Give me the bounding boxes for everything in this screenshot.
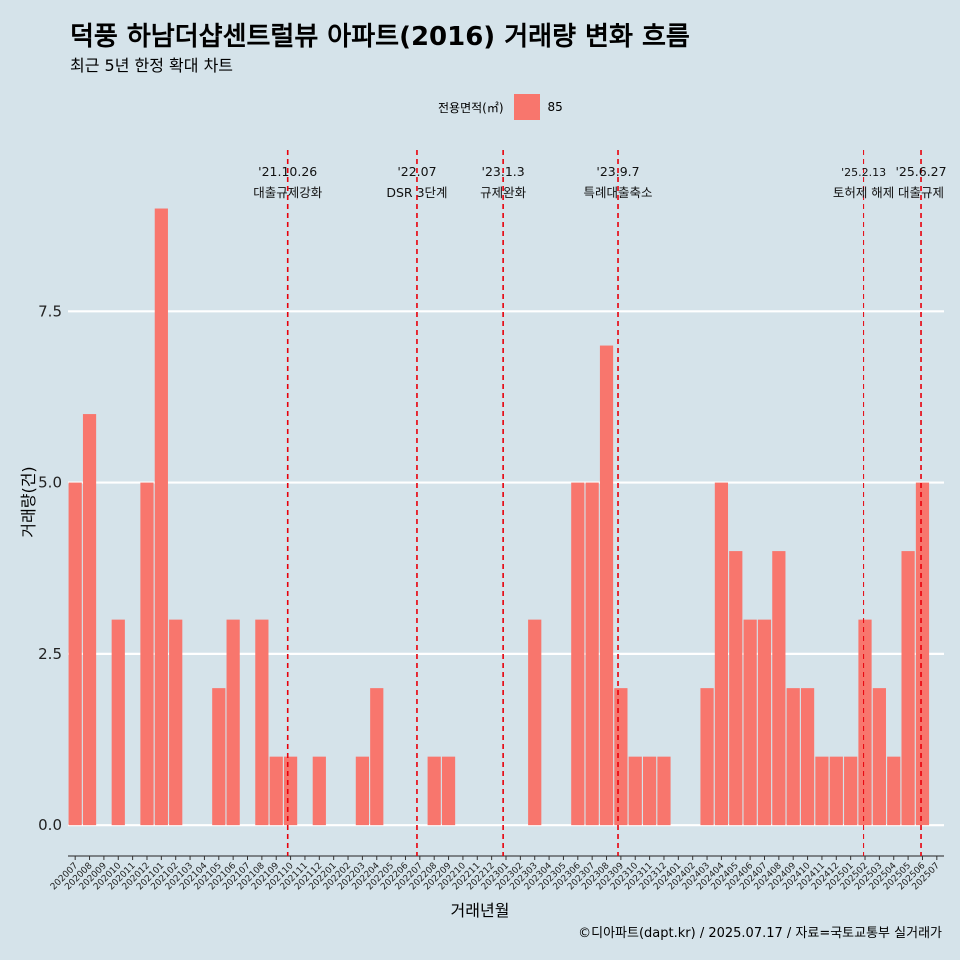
event-date: '25.6.27 <box>895 164 946 179</box>
bar <box>714 482 729 826</box>
y-tick-label: 0.0 <box>38 816 62 834</box>
event-label: 특례대출축소 <box>584 185 653 200</box>
bar <box>255 619 269 826</box>
event-date: '22.07 <box>397 164 436 179</box>
bar <box>614 688 628 826</box>
event-date: '23.1.3 <box>482 164 525 179</box>
event-label: 대출규제 <box>898 185 944 200</box>
bar <box>441 756 456 826</box>
bar <box>887 756 901 826</box>
event-label: 대출규제강화 <box>253 185 323 200</box>
bar <box>844 756 858 826</box>
chart-title: 덕풍 하남더샵센트럴뷰 아파트(2016) 거래량 변화 흐름 <box>70 22 690 52</box>
bar <box>858 619 872 826</box>
bar <box>283 756 298 826</box>
bar <box>427 756 441 826</box>
source-caption: ©디아파트(dapt.kr) / 2025.07.17 / 자료=국토교통부 실… <box>578 926 942 941</box>
event-label: 규제완화 <box>480 185 527 200</box>
bar <box>355 756 369 826</box>
event-label: DSR 3단계 <box>386 185 447 200</box>
y-tick-label: 7.5 <box>38 302 62 320</box>
chart-subtitle: 최근 5년 한정 확대 차트 <box>70 56 234 75</box>
legend-title: 전용면적(㎡) <box>438 100 504 115</box>
bar <box>657 756 671 826</box>
bar <box>700 688 714 826</box>
bar <box>772 551 786 826</box>
event-date: '25.2.13 <box>841 166 886 179</box>
y-tick-label: 2.5 <box>38 645 62 663</box>
bar <box>643 756 657 826</box>
bar <box>571 482 585 826</box>
bar <box>370 688 384 826</box>
bar <box>815 756 829 826</box>
bar <box>269 756 283 826</box>
bar <box>800 688 815 826</box>
bar <box>901 551 915 826</box>
bar <box>82 414 97 826</box>
event-label: 토허제 해제 <box>833 185 894 200</box>
legend: 전용면적(㎡) 85 <box>438 94 563 120</box>
bar <box>528 619 542 826</box>
bar <box>585 482 599 826</box>
bar <box>872 688 886 826</box>
bar <box>757 619 772 826</box>
legend-item-label: 85 <box>547 100 563 114</box>
bar <box>743 619 757 826</box>
y-tick-label: 5.0 <box>38 474 62 492</box>
event-date: '21.10.26 <box>258 164 317 179</box>
bar <box>111 619 125 826</box>
bar <box>212 688 226 826</box>
bar <box>729 551 743 826</box>
bar <box>829 756 843 826</box>
bar <box>628 756 642 826</box>
bar <box>140 482 154 826</box>
bar <box>786 688 800 826</box>
bar <box>154 208 168 826</box>
bar <box>915 482 930 826</box>
y-axis-label: 거래량(건) <box>19 466 38 538</box>
bar <box>312 756 326 826</box>
bar <box>599 345 614 826</box>
bar <box>169 619 183 826</box>
bar <box>226 619 240 826</box>
legend-swatch <box>513 94 540 120</box>
bar <box>68 482 82 826</box>
event-date: '23.9.7 <box>596 164 639 179</box>
x-axis-label: 거래년월 <box>450 901 510 920</box>
